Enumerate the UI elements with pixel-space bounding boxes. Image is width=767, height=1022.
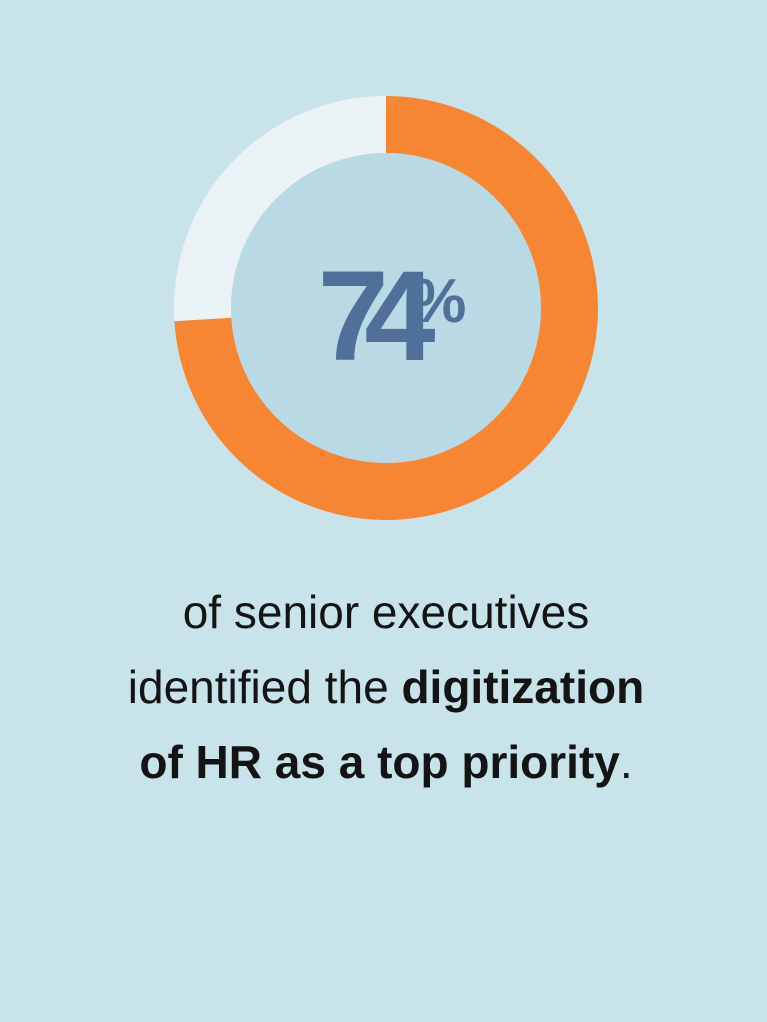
caption-text: of senior executives	[183, 586, 590, 638]
caption-text: .	[620, 736, 633, 788]
caption-text: identified the	[128, 661, 402, 713]
center-value-label: 74%	[318, 245, 467, 388]
caption-line: of HR as a top priority.	[139, 736, 632, 788]
donut-hole	[231, 153, 541, 463]
caption-bold: of HR as a top priority	[139, 736, 620, 788]
caption-line: of senior executives	[183, 586, 590, 638]
caption-line: identified the digitization	[128, 661, 644, 713]
caption-bold: digitization	[401, 661, 644, 713]
donut-segment	[174, 96, 598, 520]
